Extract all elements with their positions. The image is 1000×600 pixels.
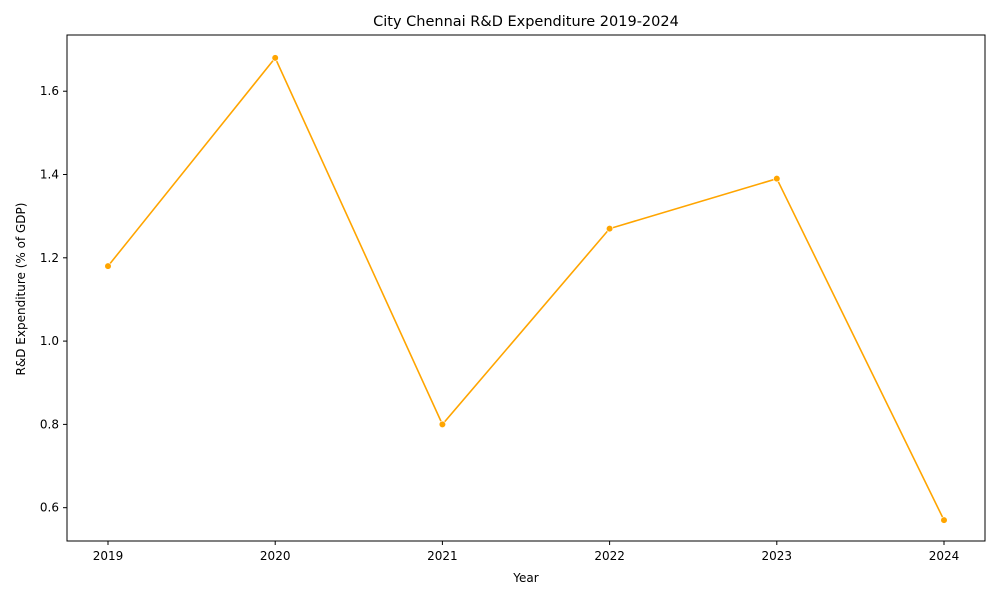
x-tick-label: 2019 (93, 549, 124, 563)
data-point (438, 420, 447, 428)
x-tick-label: 2021 (427, 549, 458, 563)
plot-frame (66, 34, 986, 542)
y-axis: 0.6 0.8 1.0 1.2 1.4 1.6 (40, 84, 67, 515)
y-tick-label: 1.6 (40, 84, 59, 98)
y-tick-label: 0.8 (40, 417, 59, 431)
x-axis: 2019 2020 2021 2022 2023 2024 (93, 541, 960, 563)
x-tick-label: 2020 (260, 549, 291, 563)
x-axis-label: Year (512, 571, 538, 585)
x-tick-label: 2022 (594, 549, 625, 563)
x-tick-label: 2024 (929, 549, 960, 563)
x-tick-label: 2023 (762, 549, 793, 563)
chart-title: City Chennai R&D Expenditure 2019-2024 (373, 14, 679, 30)
data-point (940, 516, 948, 524)
data-point (104, 262, 112, 270)
data-point (271, 54, 279, 62)
data-point (605, 225, 614, 233)
y-axis-label: R&D Expenditure (% of GDP) (14, 203, 28, 376)
y-tick-label: 1.2 (40, 251, 59, 265)
plot-area (104, 54, 948, 524)
data-point (773, 175, 781, 183)
y-tick-label: 1.4 (40, 168, 59, 182)
y-tick-label: 0.6 (40, 501, 59, 515)
series-line (107, 56, 945, 521)
y-tick-label: 1.0 (40, 334, 59, 348)
